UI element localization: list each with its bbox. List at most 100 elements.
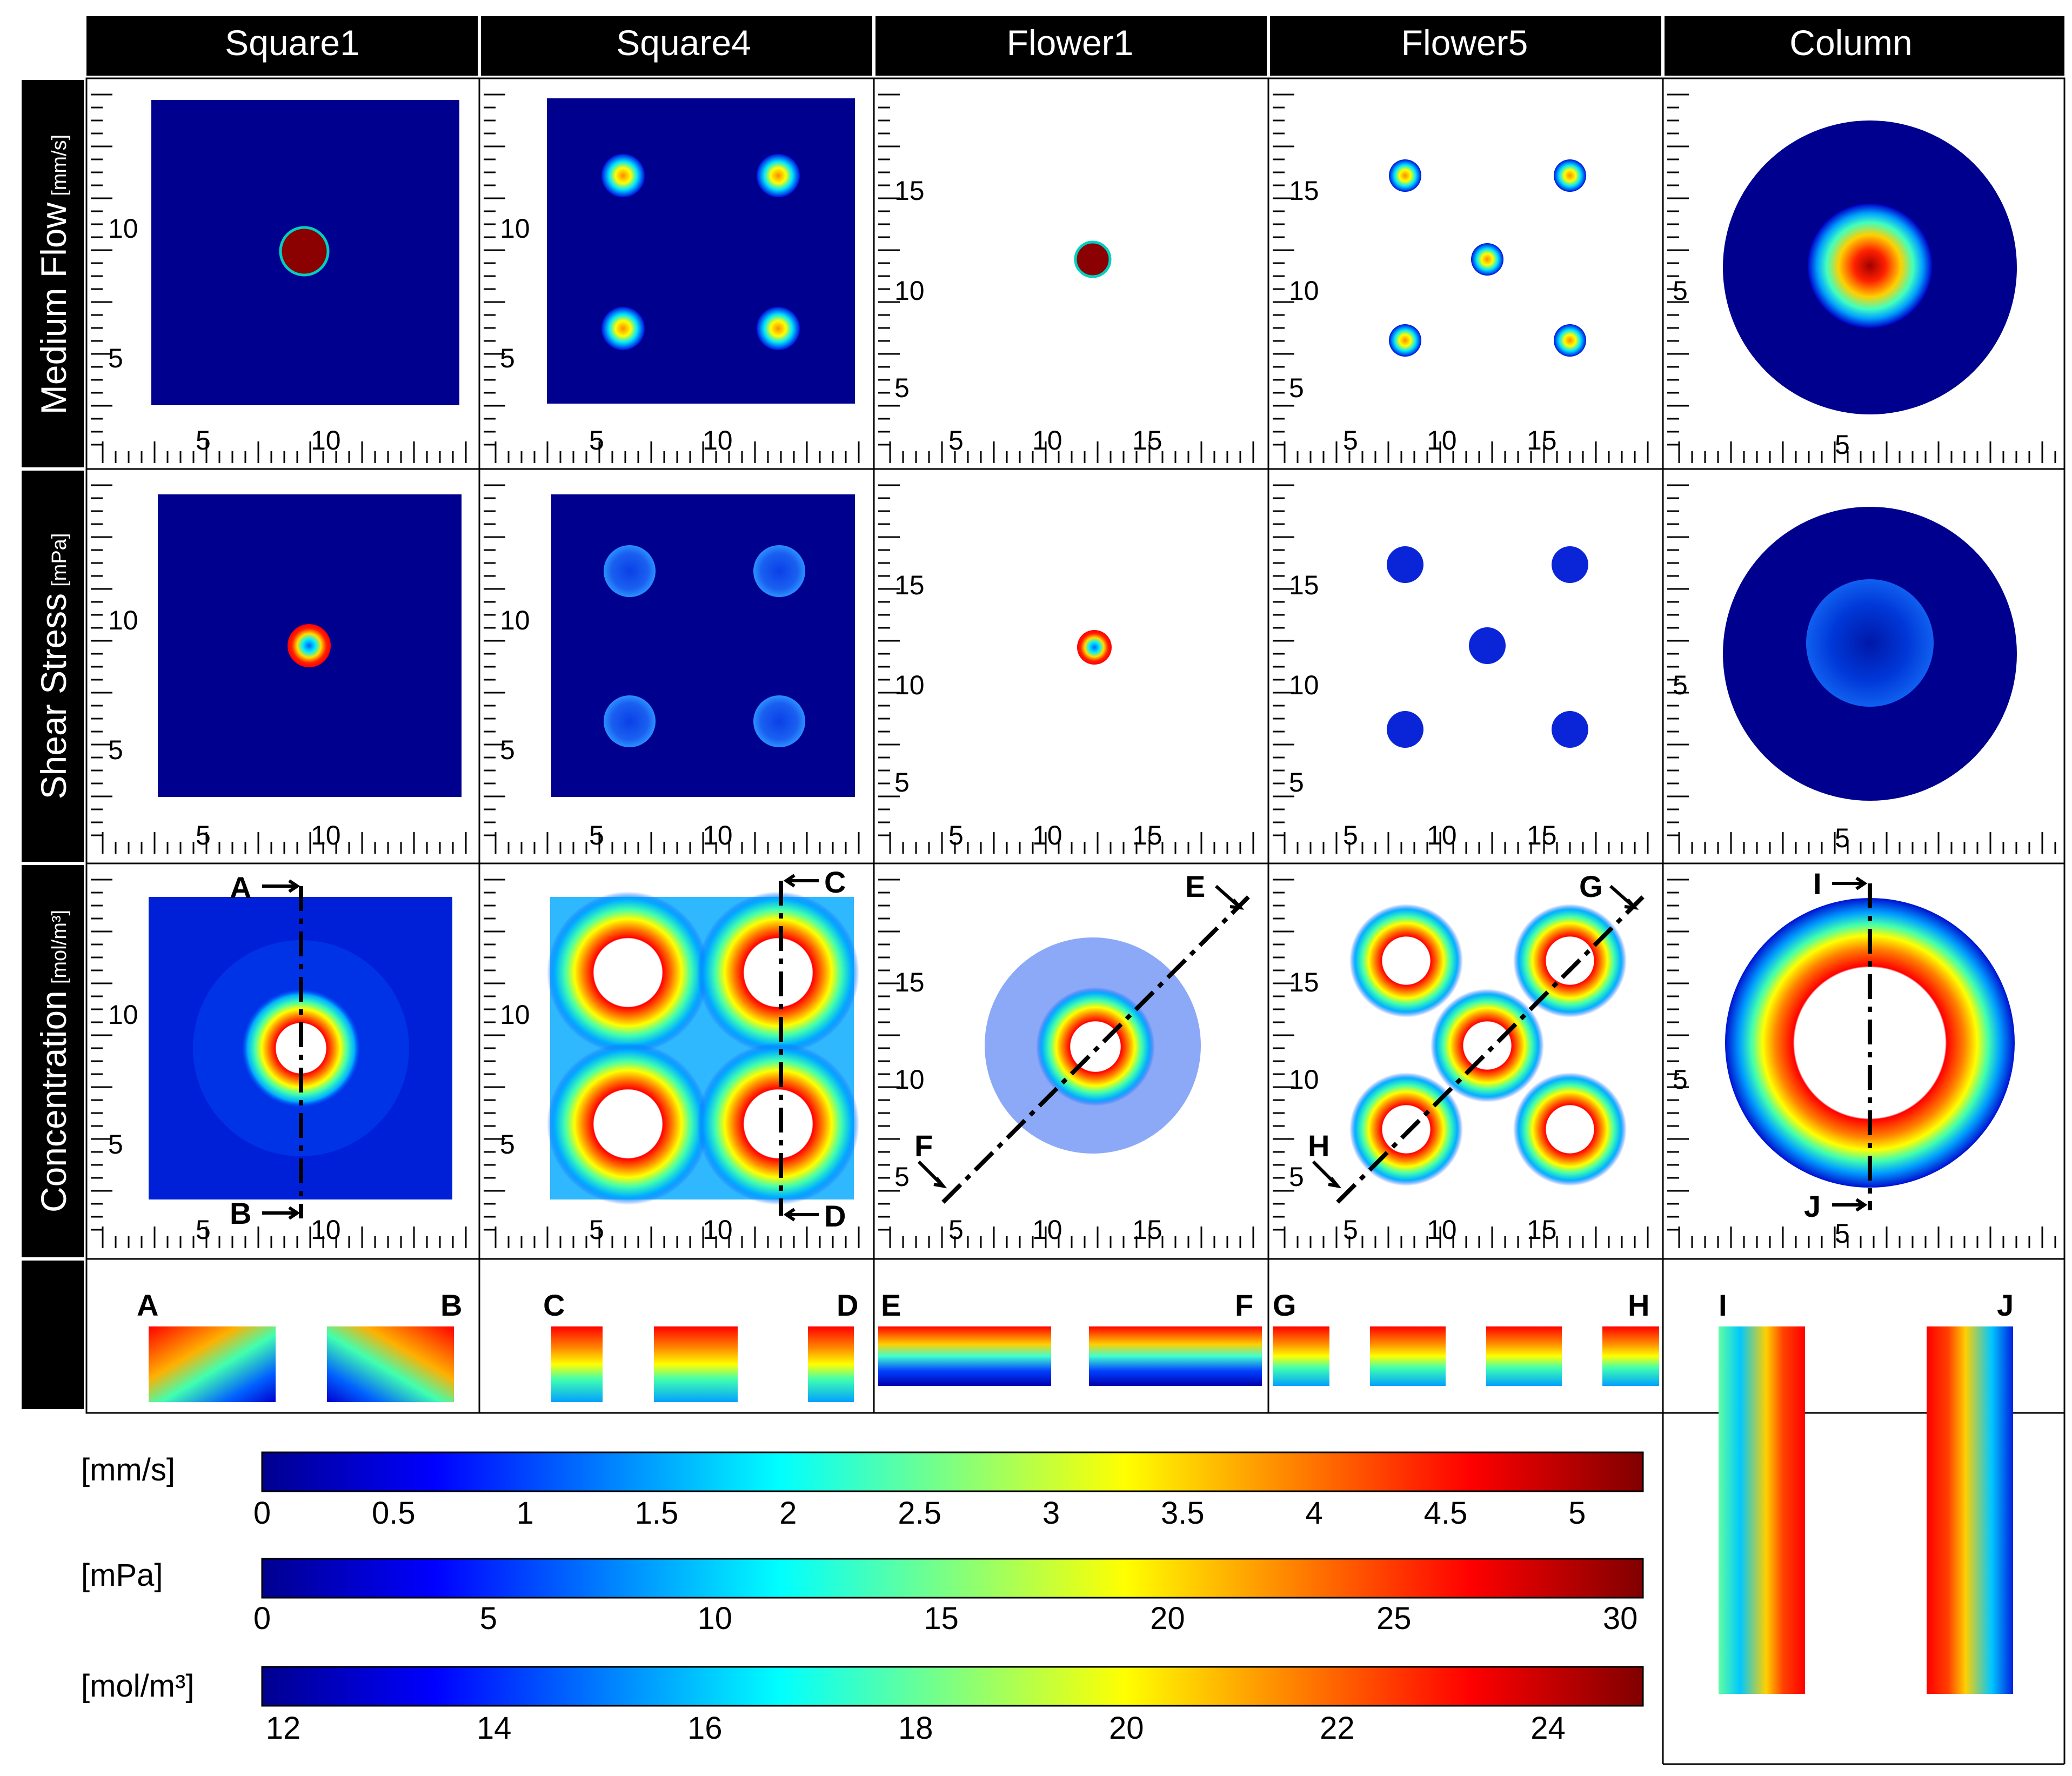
- colorbar-tick-0-6: 3: [1042, 1496, 1060, 1531]
- colorbar-tick-2-0: 12: [266, 1711, 301, 1746]
- colorbar-tick-0-0: 0: [253, 1496, 271, 1531]
- axis-labels: 5 10 10 5 5 10 10 5 5 10 15 15 10 5 5 10…: [108, 176, 1850, 1249]
- section-marker-labels: A B C D E F G H I J: [230, 865, 1822, 1233]
- medium-flow-square4: [547, 98, 855, 404]
- tick-x-square4-r1-10: 10: [703, 425, 733, 455]
- section-label-d: D: [837, 1288, 858, 1322]
- marker-a: A: [230, 870, 251, 904]
- tick-x-square1-r1-5: 5: [196, 425, 211, 455]
- tick-x-square1-r2-5: 5: [196, 820, 211, 850]
- colorbars: [mm/s] [mPa] [mol/m³] 0 0.5 1 1.5 2 2.5 3 3.5 4 4…: [81, 1451, 1644, 1746]
- section-label-a: A: [137, 1288, 158, 1322]
- marker-i: I: [1813, 867, 1822, 901]
- tick-y-column-r1-5: 5: [1673, 276, 1688, 306]
- tick-y-square4-r3-10: 10: [500, 1000, 530, 1030]
- tick-x-square1-r2-10: 10: [311, 820, 341, 850]
- tick-y-square4-r2-10: 10: [500, 605, 530, 635]
- tick-x-square1-r3-5: 5: [196, 1215, 211, 1245]
- tick-x-flower1-r3-15: 15: [1132, 1215, 1162, 1245]
- tick-y-square4-r1-5: 5: [500, 343, 515, 373]
- shear-stress-square1: [158, 494, 462, 797]
- tick-y-flower5-r1-10: 10: [1289, 276, 1319, 306]
- tick-x-flower5-r2-10: 10: [1427, 820, 1457, 850]
- colorbar-tick-labels: 0 0.5 1 1.5 2 2.5 3 3.5 4 4.5 5 0 5 10 15 20 25 30 12 14 16 1…: [253, 1496, 1637, 1746]
- tick-y-column-r3-5: 5: [1673, 1064, 1688, 1095]
- colorbar-tick-1-1: 5: [480, 1601, 497, 1636]
- colorbar-flow: [261, 1451, 1644, 1492]
- tick-y-square1-r2-5: 5: [108, 735, 123, 765]
- colorbar-tick-0-9: 4.5: [1424, 1496, 1468, 1531]
- section-label-f: F: [1235, 1288, 1253, 1322]
- tick-y-flower5-r2-10: 10: [1289, 670, 1319, 700]
- section-label-c: C: [543, 1288, 565, 1322]
- tick-x-flower5-r2-5: 5: [1343, 820, 1358, 850]
- colorbar-tick-1-6: 30: [1603, 1601, 1638, 1636]
- colorbar-tick-2-2: 16: [687, 1711, 723, 1746]
- colorbar-tick-2-5: 22: [1320, 1711, 1355, 1746]
- tick-y-flower5-r3-5: 5: [1289, 1162, 1304, 1192]
- tick-x-flower5-r2-15: 15: [1527, 820, 1557, 850]
- tick-x-flower1-r1-15: 15: [1132, 425, 1162, 455]
- shear-stress-column: [1723, 507, 2017, 801]
- tick-x-flower1-r2-10: 10: [1032, 820, 1062, 850]
- colorbar-tick-0-5: 2.5: [898, 1496, 941, 1531]
- tick-y-square4-r1-10: 10: [500, 213, 530, 244]
- tick-x-square4-r1-5: 5: [589, 425, 604, 455]
- colorbar-tick-0-7: 3.5: [1161, 1496, 1205, 1531]
- colorbar-shear: [261, 1558, 1644, 1599]
- tick-y-flower1-r3-5: 5: [894, 1162, 910, 1192]
- medium-flow-square1: [151, 100, 459, 405]
- tick-y-square1-r3-10: 10: [108, 1000, 138, 1030]
- tick-y-flower1-r3-10: 10: [894, 1064, 925, 1095]
- tick-y-square1-r1-5: 5: [108, 343, 123, 373]
- tick-x-square1-r1-10: 10: [311, 425, 341, 455]
- tick-y-flower5-r3-15: 15: [1289, 967, 1319, 997]
- section-arrows: [262, 874, 1868, 1222]
- cross-sections: [149, 1326, 2013, 1694]
- tick-y-flower1-r2-10: 10: [894, 670, 925, 700]
- tick-y-flower5-r1-5: 5: [1289, 373, 1304, 403]
- column-header-column: Column: [1789, 23, 1912, 63]
- colorbar-conc: [261, 1666, 1644, 1707]
- tick-x-flower5-r1-10: 10: [1427, 425, 1457, 455]
- colorbar-tick-0-2: 1: [517, 1496, 534, 1531]
- tick-x-flower1-r1-10: 10: [1032, 425, 1062, 455]
- tick-x-column-r3-5: 5: [1835, 1218, 1850, 1249]
- colorbar-tick-2-6: 24: [1530, 1711, 1566, 1746]
- column-header-square1: Square1: [225, 23, 360, 63]
- row-headers: Medium Flow[mm/s] Shear Stress[mPa] Conc…: [22, 80, 84, 1409]
- marker-e: E: [1185, 869, 1205, 903]
- tick-x-square4-r2-5: 5: [589, 820, 604, 850]
- tick-x-flower5-r3-15: 15: [1527, 1215, 1557, 1245]
- medium-flow-column: [1723, 120, 2017, 414]
- tick-y-flower5-r2-15: 15: [1289, 570, 1319, 600]
- colorbar-tick-2-4: 20: [1109, 1711, 1144, 1746]
- shear-stress-flower5: [1387, 546, 1588, 748]
- colorbar-tick-0-4: 2: [779, 1496, 797, 1531]
- column-headers: Square1 Square4 Flower1 Flower5 Column: [86, 16, 2064, 76]
- tick-x-flower1-r2-5: 5: [948, 820, 964, 850]
- tick-y-flower1-r2-5: 5: [894, 767, 910, 797]
- section-label-i: I: [1719, 1288, 1727, 1322]
- tick-y-square1-r2-10: 10: [108, 605, 138, 635]
- tick-x-square1-r3-10: 10: [311, 1215, 341, 1245]
- row-label-concentration: Concentration[mol/m³]: [34, 910, 73, 1212]
- tick-x-flower1-r3-10: 10: [1032, 1215, 1062, 1245]
- shear-stress-flower1: [1077, 630, 1112, 665]
- row-label-shear-stress: Shear Stress[mPa]: [34, 533, 73, 800]
- tick-x-square4-r3-10: 10: [703, 1215, 733, 1245]
- tick-x-column-r1-5: 5: [1835, 430, 1850, 460]
- concentration-flower1: [985, 937, 1201, 1154]
- colorbar-tick-1-2: 10: [697, 1601, 732, 1636]
- colorbar-tick-1-4: 20: [1150, 1601, 1185, 1636]
- axis-ticks: [91, 93, 2056, 1248]
- tick-y-flower5-r3-10: 10: [1289, 1064, 1319, 1095]
- cut-lines: [299, 881, 1872, 1218]
- colorbar-tick-2-3: 18: [898, 1711, 933, 1746]
- cross-section-labels: A B C D E F G H I J: [137, 1288, 2014, 1322]
- marker-j: J: [1804, 1189, 1821, 1223]
- tick-x-flower1-r3-5: 5: [948, 1215, 964, 1245]
- tick-y-flower1-r1-15: 15: [894, 176, 925, 206]
- column-header-square4: Square4: [616, 23, 751, 63]
